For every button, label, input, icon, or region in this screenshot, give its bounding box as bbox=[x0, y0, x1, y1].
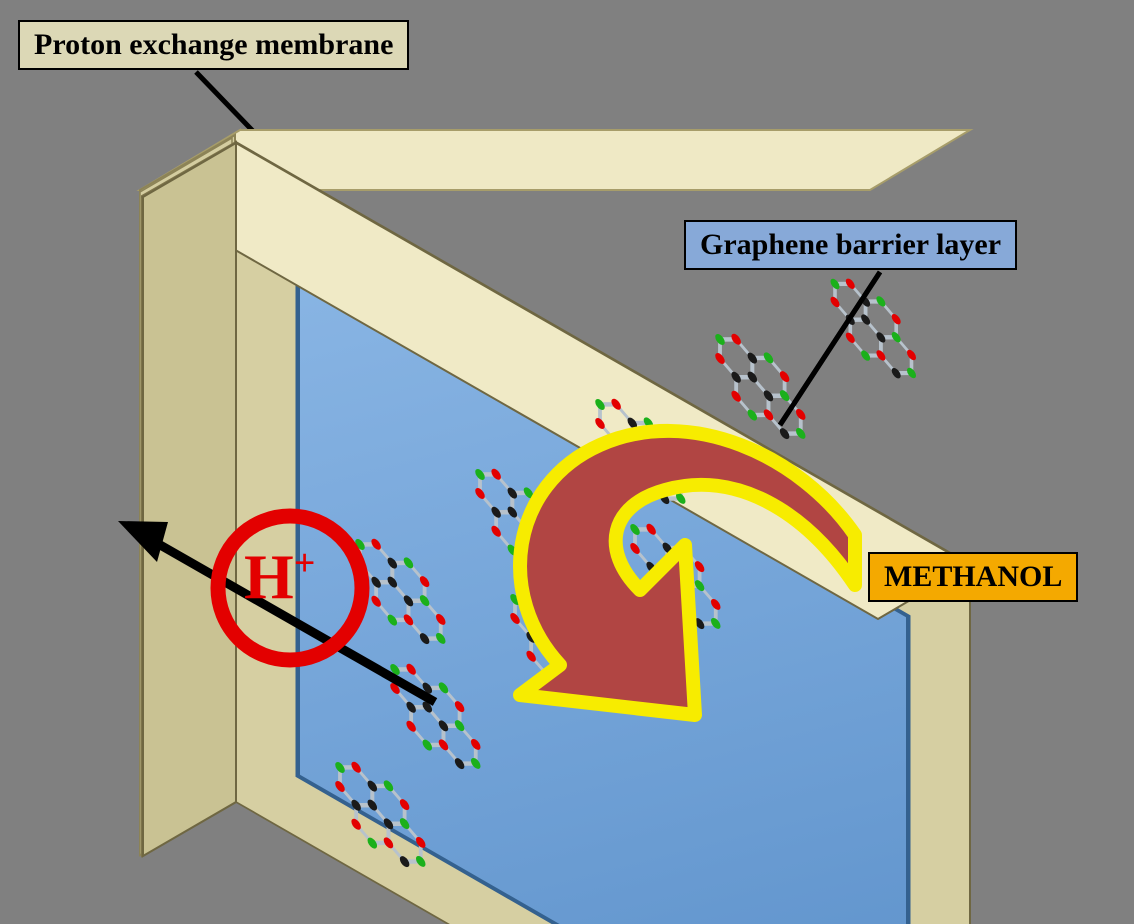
proton-plus: + bbox=[294, 543, 316, 585]
proton-H: H bbox=[244, 541, 294, 612]
methanol-label-text: METHANOL bbox=[884, 560, 1062, 593]
pem-label-text: Proton exchange membrane bbox=[34, 28, 393, 61]
methanol-label: METHANOL bbox=[868, 552, 1078, 602]
graphene-label: Graphene barrier layer bbox=[684, 220, 1017, 270]
diagram-svg bbox=[0, 0, 1134, 924]
slab-left-strip bbox=[143, 143, 236, 856]
graphene-label-text: Graphene barrier layer bbox=[700, 228, 1001, 261]
pem-label: Proton exchange membrane bbox=[18, 20, 409, 70]
proton-symbol: H+ bbox=[244, 540, 315, 614]
